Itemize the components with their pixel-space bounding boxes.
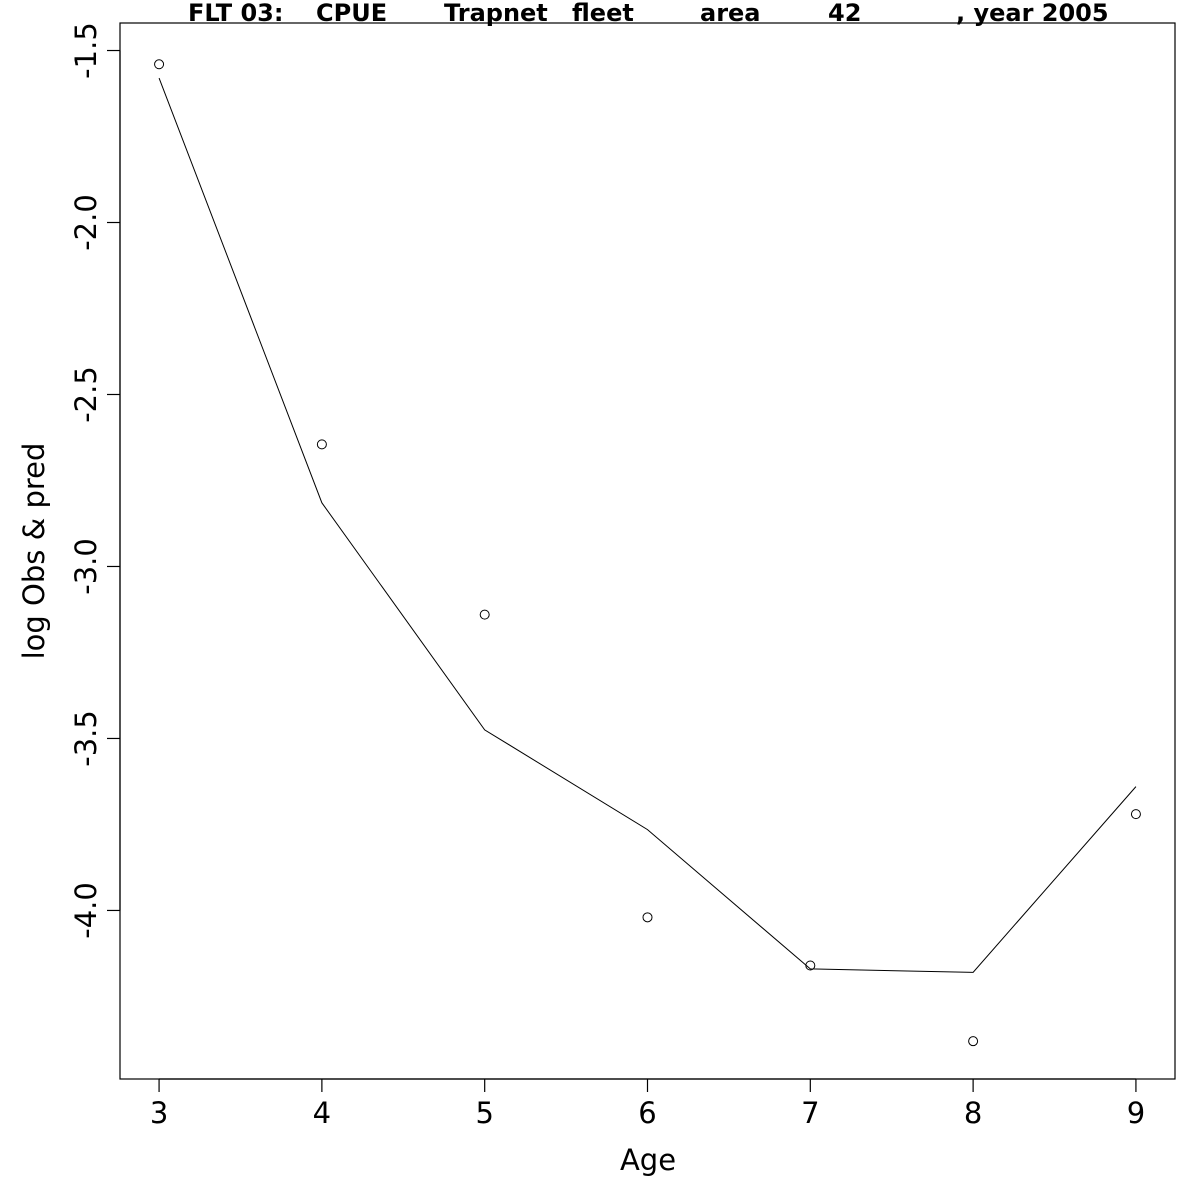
y-tick-label: -2.0 [69, 194, 103, 251]
x-tick-label: 9 [1127, 1096, 1145, 1130]
x-tick-label: 3 [150, 1096, 168, 1130]
y-tick-label: -2.5 [69, 366, 103, 423]
y-tick-label: -1.5 [69, 22, 103, 79]
observed-point [805, 960, 816, 971]
observed-point [154, 59, 165, 70]
y-axis: -4.0 -3.5 -3.0 -2.5 -2.0 -1.5 [69, 22, 121, 939]
observed-point [642, 912, 653, 923]
series-layer [154, 59, 1141, 1047]
x-tick-label: 7 [801, 1096, 819, 1130]
x-tick-label: 5 [475, 1096, 493, 1130]
plot-area-frame [119, 22, 1176, 1080]
y-tick-label: -4.0 [69, 882, 103, 939]
observed-point [479, 609, 490, 620]
y-tick-label: -3.0 [69, 538, 103, 595]
observed-point [316, 439, 327, 450]
x-tick-label: 4 [313, 1096, 331, 1130]
observed-point [968, 1036, 979, 1047]
y-tick-label: -3.5 [69, 710, 103, 767]
x-axis-label: Age [620, 1143, 676, 1177]
x-tick-label: 6 [638, 1096, 656, 1130]
x-axis: 3 4 5 6 7 8 9 [150, 1078, 1145, 1130]
predicted-line [158, 77, 1137, 973]
x-tick-label: 8 [964, 1096, 982, 1130]
y-axis-label: log Obs & pred [17, 443, 51, 660]
observed-point [1130, 809, 1141, 820]
